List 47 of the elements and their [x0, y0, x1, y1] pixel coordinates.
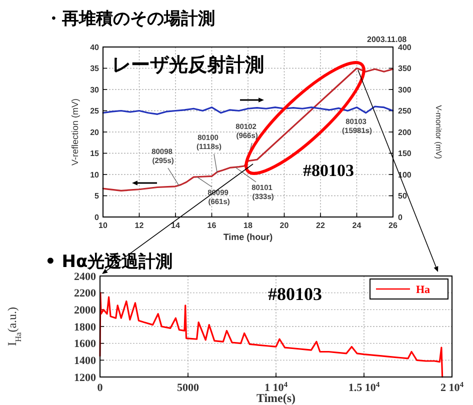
y2-tick-label: 350 [398, 64, 412, 74]
x-tick-label: 14 [171, 221, 180, 230]
x-tick-label: 2 10$^{4}$ [440, 380, 464, 394]
x-tick-label: 18 [244, 221, 253, 230]
y-tick-label: 5 [94, 192, 100, 201]
x-tick-label: 26 [388, 221, 398, 230]
x-tick-label: 5000 [177, 382, 200, 394]
line-series [102, 106, 394, 115]
y2-tick-label: 200 [398, 128, 412, 137]
y-tick-label: 1600 [74, 338, 96, 350]
annotation: #80103 [303, 161, 354, 180]
x-tick-label: 16 [207, 221, 217, 230]
y2-tick-label: 400 [398, 42, 412, 52]
y-tick-label: 1200 [74, 372, 96, 384]
x-tick-label: 22 [316, 221, 326, 230]
y-tick-label: 25 [90, 106, 100, 116]
y-axis-title: V-reflection (mV) [70, 98, 80, 166]
y2-tick-label: 300 [398, 85, 412, 94]
y2-tick-label: 150 [398, 149, 412, 158]
text: 2003.11.08 [367, 35, 408, 44]
y-tick-label: 30 [90, 85, 100, 94]
y-tick-label: 0 [94, 212, 100, 222]
y-tick-label: 35 [90, 64, 100, 74]
y-tick-label: 40 [90, 42, 100, 52]
x-tick-label: 1.5 10$^{4}$ [348, 380, 380, 394]
y-tick-label: 1400 [74, 355, 96, 368]
y-tick-label: 2000 [74, 304, 96, 317]
chart-subtitle: レーザ光反射計測 [112, 54, 264, 76]
chart-title: ・再堆積のその場計測 [45, 9, 215, 29]
y-tick-label: 15 [90, 149, 100, 158]
x-axis-title: Time (hour) [223, 232, 273, 242]
y-tick-label: 2200 [74, 288, 96, 300]
y2-tick-label: 250 [398, 106, 412, 116]
legend-label: Ha [416, 284, 431, 296]
y-tick-label: 20 [90, 128, 100, 137]
y2-tick-label: 50 [398, 192, 408, 201]
x-tick-label: 12 [134, 221, 144, 230]
y2-axis-title: V-monitor (mV) [434, 105, 443, 160]
y-tick-label: 2400 [74, 270, 96, 283]
x-tick-label: 1 10$^{4}$ [264, 380, 288, 394]
y-tick-label: 10 [90, 170, 100, 180]
x-axis-title: Time(s) [256, 391, 296, 405]
y2-tick-label: 0 [398, 212, 403, 222]
y-tick-label: 1800 [74, 321, 96, 334]
x-tick-label: 20 [280, 221, 290, 230]
x-tick-label: 24 [352, 221, 362, 230]
annotation: #80103 [268, 284, 322, 304]
